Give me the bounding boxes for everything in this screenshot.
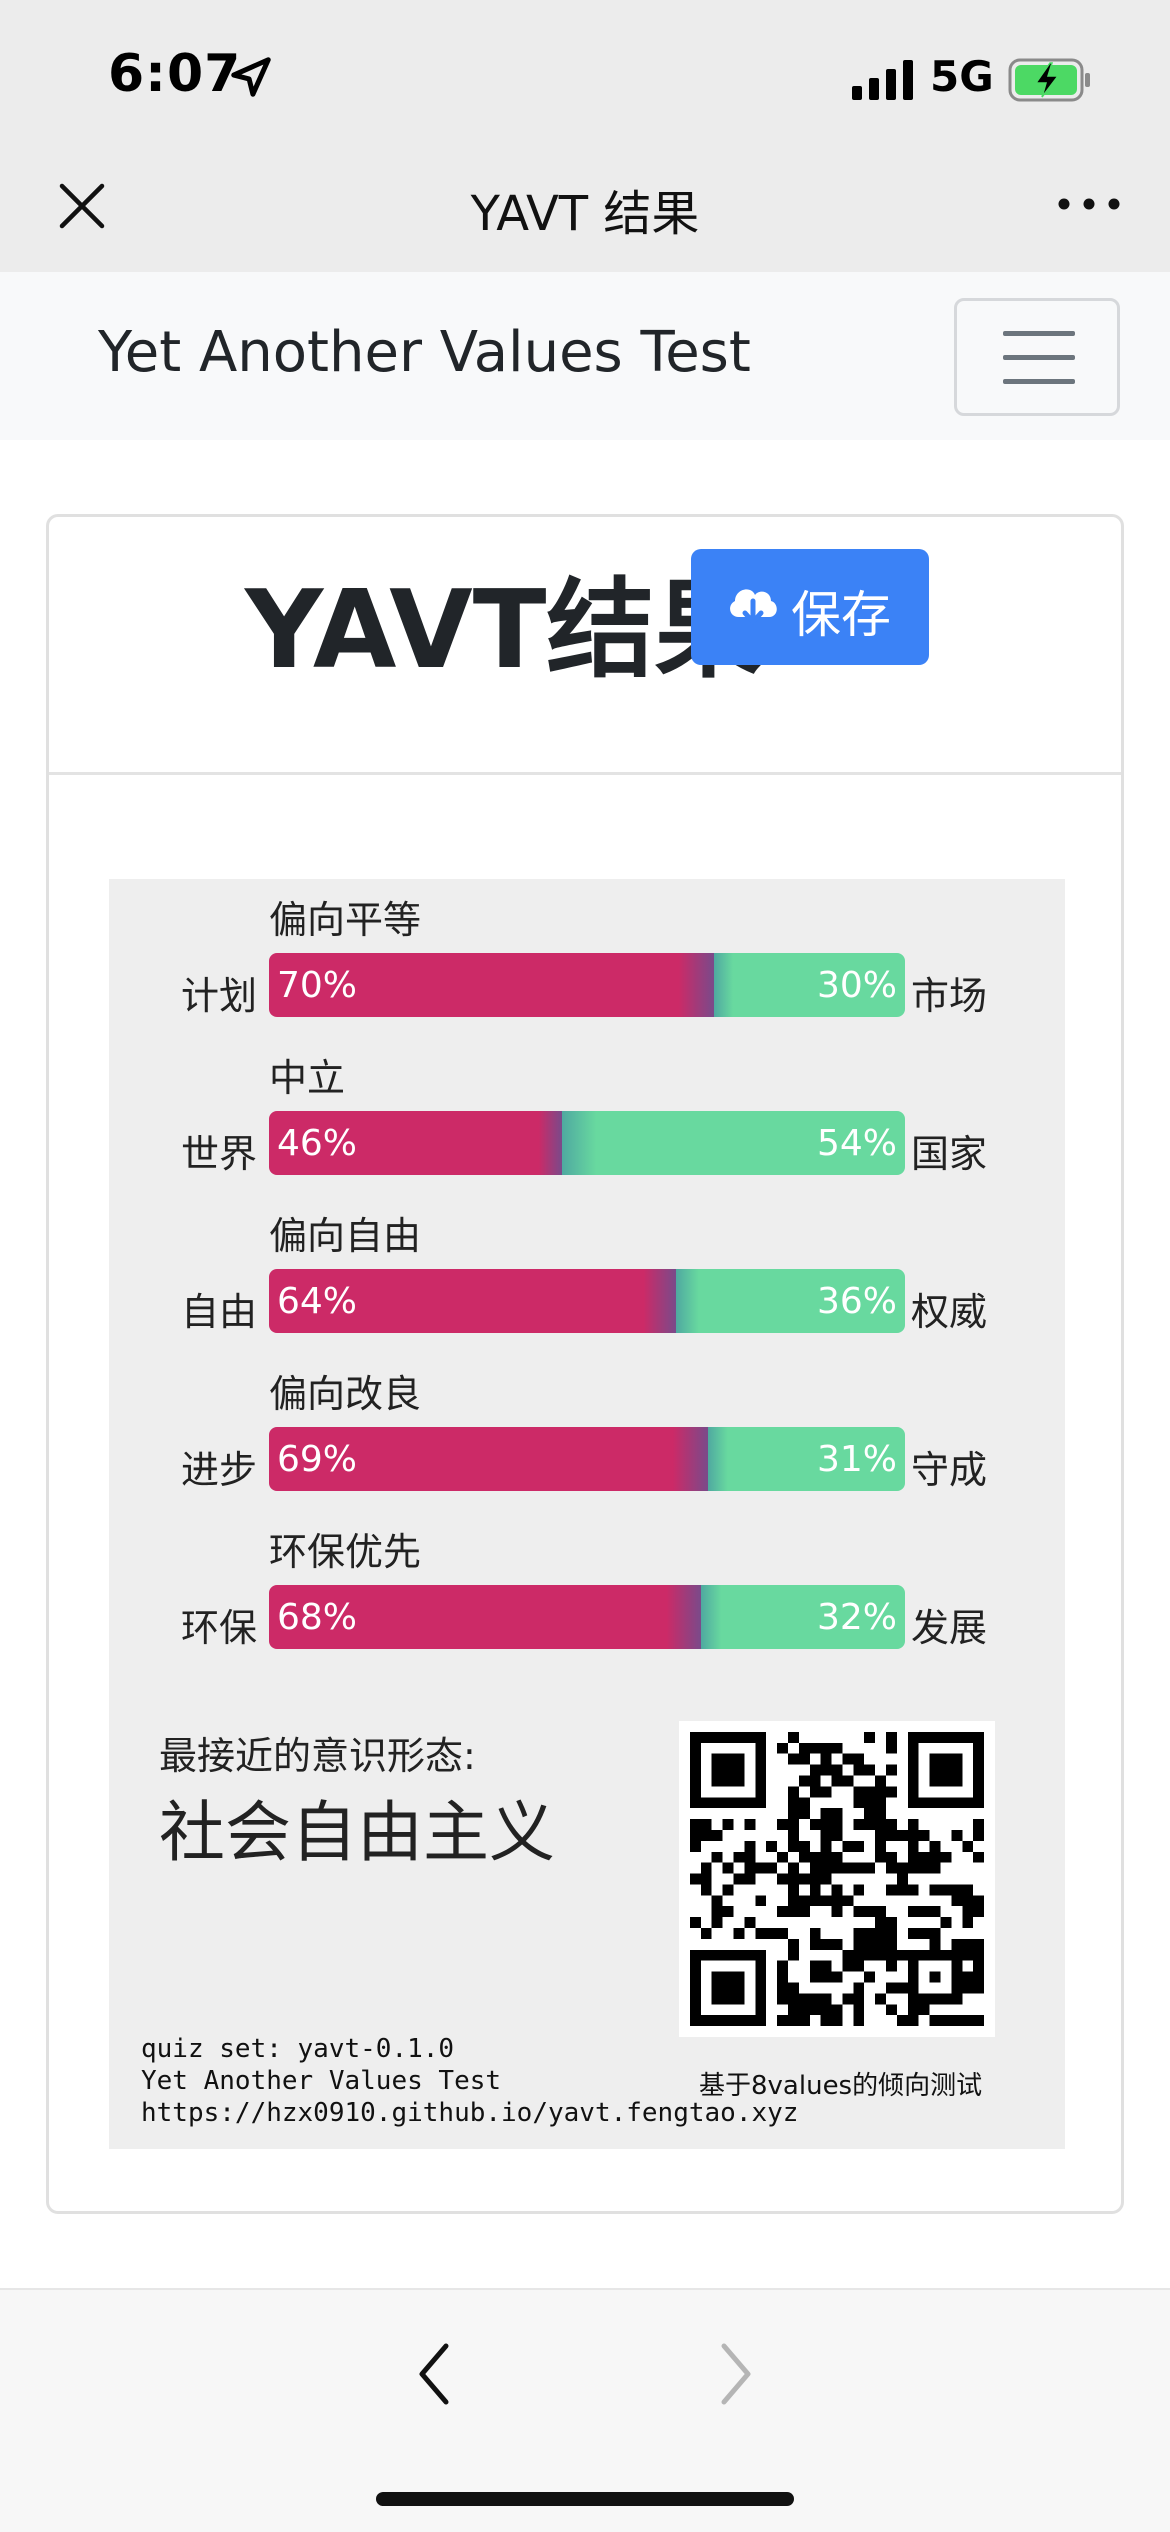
axis-bar: 69% 31%	[269, 1427, 905, 1491]
home-indicator	[376, 2492, 794, 2506]
card-header: YAVT结果 保存	[49, 517, 1121, 775]
axis-right-label: 国家	[911, 1132, 988, 1176]
axis-row: 偏向改良 进步 69% 31% 守成	[109, 1363, 1065, 1503]
quiz-credit: 基于8values的倾向测试	[699, 2071, 983, 2101]
bar-right-fill	[561, 1111, 905, 1175]
axis-category: 环保优先	[269, 1530, 422, 1574]
axis-bar: 70% 30%	[269, 953, 905, 1017]
bar-left-percent: 46%	[277, 1123, 358, 1164]
site-brand[interactable]: Yet Another Values Test	[98, 320, 751, 385]
menu-toggle-button[interactable]	[954, 298, 1120, 416]
status-bar: 6:07 5G	[0, 0, 1170, 140]
bar-left-fill	[269, 953, 715, 1017]
ideology-name: 社会自由主义	[159, 1794, 555, 1871]
bar-right-percent: 36%	[816, 1281, 897, 1322]
bar-right-percent: 54%	[816, 1123, 897, 1164]
app-nav-bar: YAVT 结果	[0, 140, 1170, 272]
site-header: Yet Another Values Test	[0, 272, 1170, 440]
bar-right-fill	[707, 1427, 905, 1491]
quiz-set: quiz set: yavt-0.1.0	[141, 2034, 455, 2064]
axis-row: 偏向自由 自由 64% 36% 权威	[109, 1205, 1065, 1345]
axis-right-label: 发展	[911, 1606, 988, 1650]
axis-bar: 46% 54%	[269, 1111, 905, 1175]
network-type: 5G	[930, 52, 994, 101]
bar-left-percent: 68%	[277, 1597, 358, 1638]
axis-category: 偏向自由	[269, 1214, 422, 1258]
bar-right-fill	[701, 1585, 905, 1649]
cloud-download-icon	[730, 589, 777, 625]
axis-row: 环保优先 环保 68% 32% 发展	[109, 1521, 1065, 1661]
more-icon[interactable]	[1054, 184, 1124, 224]
axis-category: 中立	[269, 1056, 346, 1100]
save-button[interactable]: 保存	[691, 549, 929, 665]
hamburger-icon	[1003, 379, 1075, 384]
battery-charging-icon	[1008, 58, 1090, 102]
status-time: 6:07	[108, 44, 242, 104]
close-icon[interactable]	[52, 176, 112, 236]
bar-left-percent: 69%	[277, 1439, 358, 1480]
axis-bar: 64% 36%	[269, 1269, 905, 1333]
result-card: YAVT结果 保存 偏向平等 计划 70% 30% 市场中立 世界 46% 54% 国家偏向自由…	[46, 514, 1124, 2214]
axis-category: 偏向平等	[269, 898, 422, 942]
quiz-url: https://hzx0910.github.io/yavt.fengtao.x…	[141, 2098, 799, 2128]
bar-right-percent: 30%	[816, 965, 897, 1006]
hamburger-icon	[1003, 331, 1075, 336]
page-title: YAVT结果	[245, 568, 763, 693]
axis-right-label: 市场	[911, 974, 988, 1018]
bar-right-fill	[714, 953, 905, 1017]
quiz-name: Yet Another Values Test	[141, 2066, 502, 2096]
browser-bottom-bar	[0, 2288, 1170, 2532]
axis-left-label: 环保	[181, 1606, 258, 1650]
footer-info: quiz set: yavt-0.1.0 Yet Another Values …	[141, 2033, 798, 2129]
chevron-right-icon[interactable]	[706, 2334, 766, 2414]
chevron-left-icon[interactable]	[404, 2334, 464, 2414]
qr-code	[679, 1721, 995, 2037]
ideology-label: 最接近的意识形态:	[159, 1734, 476, 1778]
save-button-label: 保存	[791, 586, 891, 644]
hamburger-icon	[1003, 355, 1075, 360]
bar-right-fill	[676, 1269, 905, 1333]
bar-right-percent: 31%	[816, 1439, 897, 1480]
bar-left-fill	[269, 1111, 562, 1175]
bar-left-percent: 70%	[277, 965, 358, 1006]
signal-icon	[852, 60, 913, 100]
axis-left-label: 世界	[181, 1132, 258, 1176]
axis-row: 中立 世界 46% 54% 国家	[109, 1047, 1065, 1187]
axis-row: 偏向平等 计划 70% 30% 市场	[109, 889, 1065, 1029]
nav-title: YAVT 结果	[470, 186, 700, 242]
axis-right-label: 守成	[911, 1448, 988, 1492]
axis-category: 偏向改良	[269, 1372, 422, 1416]
location-arrow-icon	[231, 57, 271, 97]
bar-left-fill	[269, 1427, 708, 1491]
axis-right-label: 权威	[911, 1290, 988, 1334]
bar-left-fill	[269, 1585, 702, 1649]
result-image: 偏向平等 计划 70% 30% 市场中立 世界 46% 54% 国家偏向自由 自由 64% 36% 权威…	[109, 879, 1065, 2149]
bar-right-percent: 32%	[816, 1597, 897, 1638]
axis-left-label: 计划	[181, 974, 258, 1018]
bar-left-fill	[269, 1269, 677, 1333]
bar-left-percent: 64%	[277, 1281, 358, 1322]
axis-bar: 68% 32%	[269, 1585, 905, 1649]
axis-left-label: 进步	[181, 1448, 258, 1492]
axis-left-label: 自由	[181, 1290, 258, 1334]
